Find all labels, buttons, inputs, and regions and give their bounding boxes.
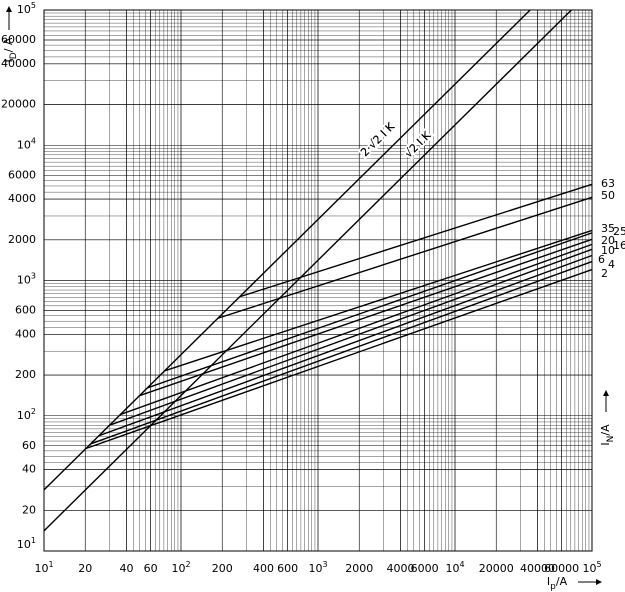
axis-sub: p (550, 582, 556, 592)
tick-exponent: 1 (48, 560, 53, 569)
tick-base: 10 (17, 409, 31, 422)
tick-label: 105 (17, 1, 36, 17)
tick-exponent: 3 (31, 271, 36, 280)
axis-unit: /A (556, 575, 568, 588)
fuse-curve (90, 260, 593, 445)
tick-base: 10 (17, 138, 31, 151)
tick-base: 10 (34, 562, 48, 575)
fuse-curve (109, 248, 593, 426)
tick-label: 103 (17, 271, 36, 287)
axis-symbol: I (547, 575, 550, 588)
tick-label: 4000 (8, 192, 36, 205)
axis-symbol: I (2, 59, 15, 62)
fuse-curve (164, 229, 593, 372)
arrow-head (596, 579, 602, 585)
axis-sub: D (9, 52, 19, 59)
tick-label: 400 (253, 562, 274, 575)
tick-label: 200 (15, 368, 36, 381)
tick-label: 60 (22, 439, 36, 452)
tick-base: 10 (171, 562, 185, 575)
tick-base: 10 (445, 562, 459, 575)
tick-label: 105 (582, 560, 601, 576)
reference-line (43, 9, 572, 532)
legend-label: 10 (601, 244, 615, 257)
tick-exponent: 4 (459, 560, 464, 569)
tick-base: 10 (308, 562, 322, 575)
axis-sub: N (606, 436, 616, 443)
tick-exponent: 4 (31, 136, 36, 145)
legend-label: 6 (598, 253, 605, 266)
fuse-curve (239, 183, 593, 298)
legend-label: 20 (601, 234, 615, 247)
legend-label: 16 (613, 239, 625, 252)
tick-label: 20000 (479, 562, 514, 575)
arrow-head (6, 6, 12, 12)
tick-exponent: 3 (322, 560, 327, 569)
tick-label: 20 (22, 503, 36, 516)
legend-label: 4 (608, 258, 615, 271)
fuse-curve (139, 238, 593, 397)
axis-symbol: I (599, 442, 612, 445)
reference-line (43, 9, 531, 491)
tick-label: 2000 (8, 233, 36, 246)
legend-label: 50 (601, 189, 615, 202)
tick-label: 60 (144, 562, 158, 575)
tick-base: 10 (17, 538, 31, 551)
tick-base: 10 (17, 274, 31, 287)
fuse-curve (85, 268, 593, 450)
axis-label: Ip/A (547, 575, 568, 592)
tick-label: 4000 (386, 562, 414, 575)
tick-label: 600 (277, 562, 298, 575)
tick-exponent: 2 (185, 560, 190, 569)
tick-exponent: 5 (31, 1, 36, 10)
tick-label: 60000 (544, 562, 579, 575)
tick-label: 20 (78, 562, 92, 575)
tick-label: 40 (22, 463, 36, 476)
fuse-curve (119, 243, 593, 416)
tick-label: 6000 (8, 168, 36, 181)
fuse-curve (98, 254, 593, 437)
tick-label: 40 (119, 562, 133, 575)
tick-label: 20000 (1, 98, 36, 111)
legend-label: 25 (613, 225, 625, 238)
axis-unit: /A (599, 424, 612, 436)
fuse-curve (147, 232, 593, 389)
tick-exponent: 1 (31, 536, 36, 545)
tick-label: 40000 (1, 57, 36, 70)
fuse-curve (217, 196, 593, 319)
tick-label: 600 (15, 304, 36, 317)
tick-label: 104 (445, 560, 464, 576)
tick-label: 6000 (411, 562, 439, 575)
axis-unit: / A (2, 37, 15, 52)
tick-label: 200 (212, 562, 233, 575)
legend-label: 2 (601, 267, 608, 280)
tick-label: 102 (171, 560, 190, 576)
plot-frame (43, 9, 593, 552)
tick-label: 103 (308, 560, 327, 576)
tick-label: 101 (34, 560, 53, 576)
axis-label: ID/ A (2, 37, 19, 62)
legend-label: 63 (601, 177, 615, 190)
tick-base: 10 (17, 3, 31, 16)
tick-label: 102 (17, 406, 36, 422)
legend-label: 35 (601, 222, 615, 235)
tick-label: 2000 (345, 562, 373, 575)
tick-label: 101 (17, 536, 36, 552)
tick-label: 60000 (1, 33, 36, 46)
tick-label: 40000 (520, 562, 555, 575)
tick-label: 104 (17, 136, 36, 152)
tick-label: 400 (15, 327, 36, 340)
tick-base: 10 (582, 562, 596, 575)
axis-label: IN/A (599, 424, 616, 446)
tick-exponent: 5 (596, 560, 601, 569)
tick-exponent: 2 (31, 406, 36, 415)
arrow-head (603, 390, 609, 396)
